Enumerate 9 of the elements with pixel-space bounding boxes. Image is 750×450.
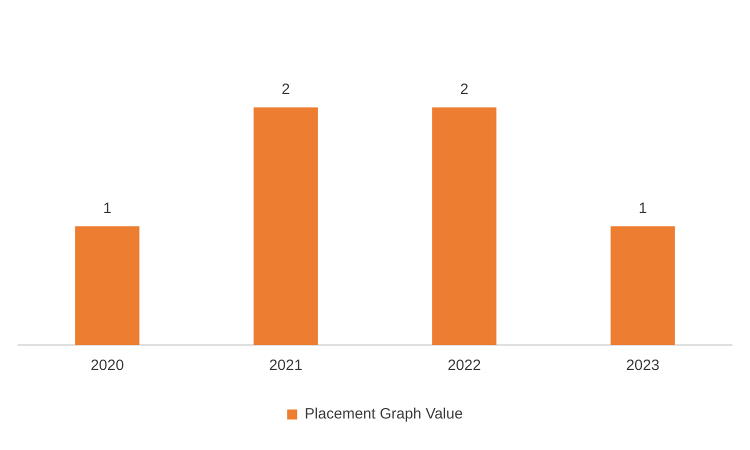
x-tick-label: 2020	[90, 357, 124, 374]
data-label: 2	[282, 81, 290, 98]
x-tick-label: 2021	[269, 357, 302, 374]
x-tick-label: 2022	[448, 357, 481, 374]
legend-label: Placement Graph Value	[304, 406, 463, 423]
x-tick-label: 2023	[626, 357, 660, 374]
data-label: 1	[103, 200, 112, 217]
data-label: 1	[638, 200, 647, 217]
data-label: 2	[460, 81, 468, 98]
